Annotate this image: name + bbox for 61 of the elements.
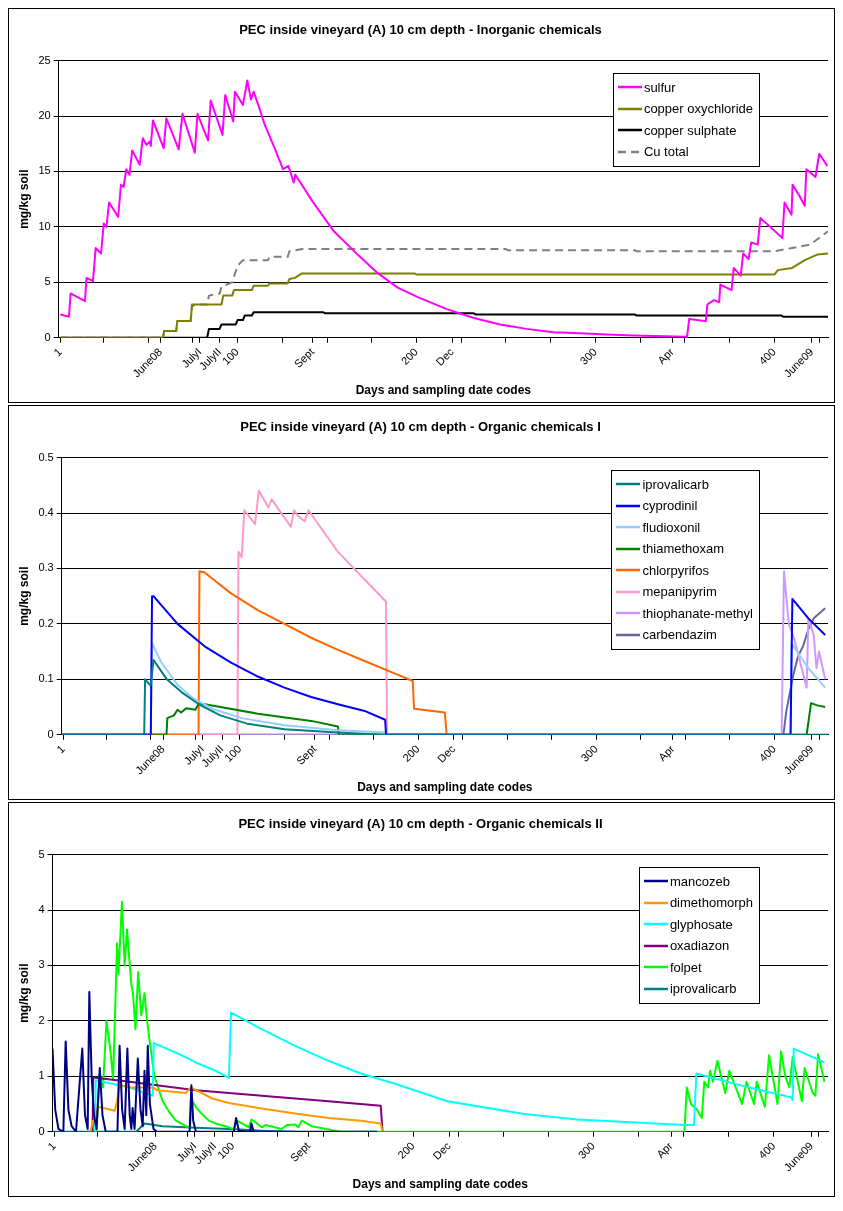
y-tick-label: 3 (38, 958, 45, 971)
x-tick-label: Dec (435, 742, 458, 765)
x-tick-label: Apr (655, 742, 677, 764)
legend-label: Cu total (643, 143, 689, 162)
legend-label: oxadiazon (669, 937, 730, 956)
legend-label: copper sulphate (643, 121, 737, 140)
y-tick-label: 0.3 (38, 561, 54, 574)
legend-label: glyphosate (669, 915, 733, 934)
y-tick-label: 15 (38, 164, 51, 177)
y-tick-label: 0.5 (38, 450, 54, 463)
legend-label: folpet (669, 958, 702, 977)
x-tick-label: 400 (755, 1139, 778, 1161)
y-tick-label: 0.4 (38, 506, 54, 519)
x-tick-label: 300 (578, 742, 600, 764)
x-axis-title: Days and sampling date codes (352, 1177, 529, 1192)
y-tick-label: 0.1 (38, 672, 54, 685)
y-tick-label: 0 (44, 330, 51, 343)
y-tick-label: 4 (38, 903, 45, 916)
x-axis-title: Days and sampling date codes (357, 780, 533, 795)
legend-label: iprovalicarb (669, 980, 737, 999)
legend-label: chlorpyrifos (642, 561, 709, 580)
x-axis-title: Days and sampling date codes (355, 383, 532, 398)
y-axis-title: mg/kg soil (16, 963, 31, 1023)
x-tick-label: Dec (430, 1139, 454, 1162)
legend-label: thiophanate-methyl (642, 604, 753, 623)
chart-title: PEC inside vineyard (A) 10 cm depth - Organic chemicals II (238, 816, 603, 832)
y-tick-label: 20 (38, 109, 51, 122)
x-tick-label: Dec (433, 345, 457, 368)
x-tick-label: 400 (756, 742, 779, 764)
x-tick-label: Apr (655, 345, 677, 367)
legend-label: cyprodinil (642, 497, 698, 516)
legend-label: mepanipyrim (642, 583, 717, 602)
legend-label: iprovalicarb (642, 475, 709, 494)
x-tick-label: 200 (400, 742, 422, 764)
x-tick-label: 300 (577, 345, 599, 367)
x-tick-label: 200 (398, 345, 421, 367)
legend-label: fludioxonil (642, 518, 701, 537)
legend-label: dimethomorph (669, 894, 753, 913)
y-axis-title: mg/kg soil (16, 566, 31, 626)
legend-label: thiamethoxam (642, 540, 725, 559)
x-tick-label: 300 (575, 1139, 598, 1161)
y-tick-label: 1 (38, 1069, 45, 1082)
y-tick-label: 10 (38, 219, 51, 232)
y-tick-label: 25 (38, 53, 51, 66)
x-tick-label: 400 (756, 345, 778, 367)
y-tick-label: 0 (38, 1124, 45, 1137)
y-tick-label: 0.2 (38, 616, 54, 629)
y-tick-label: 0 (47, 727, 54, 740)
x-tick-label: 1 (54, 742, 68, 756)
legend-label: sulfur (643, 78, 676, 97)
chart-title: PEC inside vineyard (A) 10 cm depth - Organic chemicals I (240, 419, 601, 435)
legend-label: copper oxychloride (643, 100, 753, 119)
legend-label: mancozeb (669, 872, 730, 891)
y-axis-title: mg/kg soil (16, 169, 31, 229)
y-tick-label: 5 (44, 275, 51, 288)
y-tick-label: 2 (38, 1013, 45, 1026)
legend-label: carbendazim (642, 626, 717, 645)
x-tick-label: 200 (395, 1139, 417, 1161)
y-tick-label: 5 (38, 847, 45, 860)
chart-title: PEC inside vineyard (A) 10 cm depth - Inorganic chemicals (239, 22, 602, 38)
x-tick-label: Apr (654, 1139, 675, 1161)
